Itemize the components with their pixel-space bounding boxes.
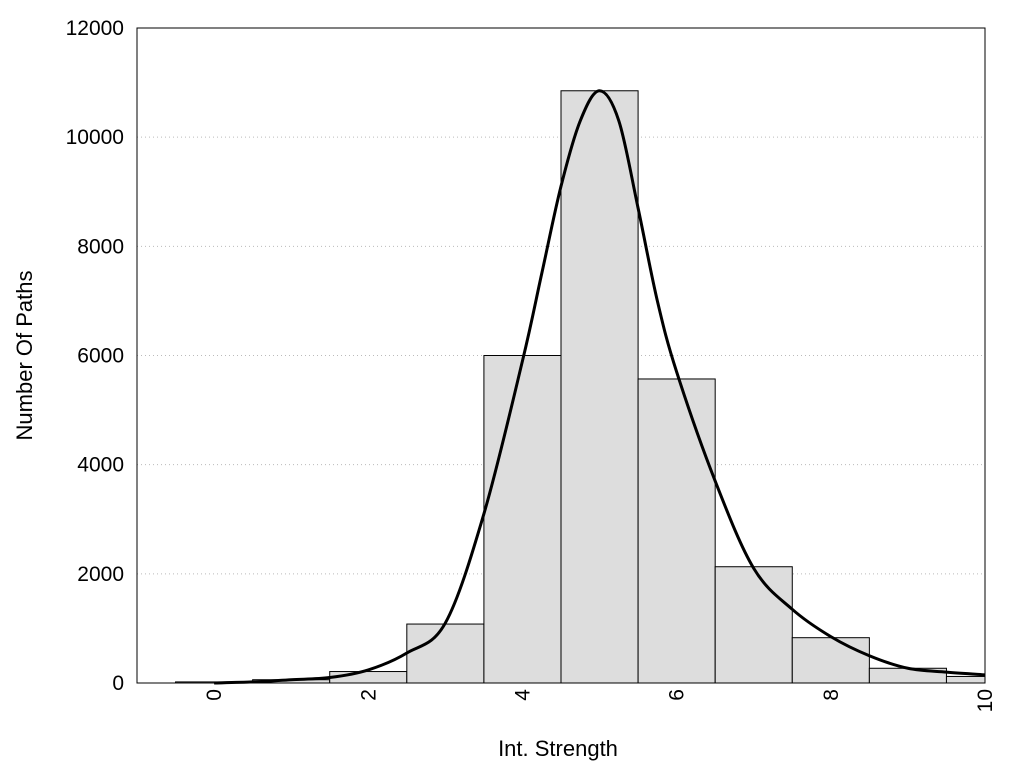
- x-tick-label-1: 2: [357, 689, 380, 701]
- y-axis-label: Number Of Paths: [12, 271, 37, 441]
- x-axis-ticks: 0 2 4 6 8 10: [203, 689, 997, 713]
- y-tick-label-2: 4000: [77, 454, 124, 477]
- bar-7: [714, 566, 793, 684]
- y-tick-label-6: 12000: [66, 17, 124, 40]
- bar-5: [560, 90, 639, 684]
- plot-frame: [136, 27, 986, 684]
- bar-3: [406, 623, 485, 684]
- y-tick-label-1: 2000: [77, 563, 124, 586]
- y-axis-ticks: 0 2000 4000 6000 8000 10000 12000: [66, 17, 124, 695]
- x-tick-label-3: 6: [666, 689, 689, 701]
- density-curve: [214, 89, 986, 685]
- y-tick-label-0: 0: [112, 672, 124, 695]
- bar-10: [945, 675, 986, 684]
- y-tick-label-5: 10000: [66, 126, 124, 149]
- y-tick-label-3: 6000: [77, 345, 124, 368]
- bar-4: [483, 355, 562, 684]
- x-axis-label: Int. Strength: [498, 736, 618, 761]
- bar-6: [637, 378, 716, 684]
- histogram-bars: [175, 90, 986, 684]
- x-tick-label-0: 0: [203, 689, 226, 701]
- x-tick-label-4: 8: [820, 689, 843, 701]
- y-tick-label-4: 8000: [77, 235, 124, 258]
- x-tick-label-2: 4: [511, 689, 534, 701]
- bar-8: [791, 637, 870, 684]
- x-tick-label-5: 10: [974, 689, 997, 712]
